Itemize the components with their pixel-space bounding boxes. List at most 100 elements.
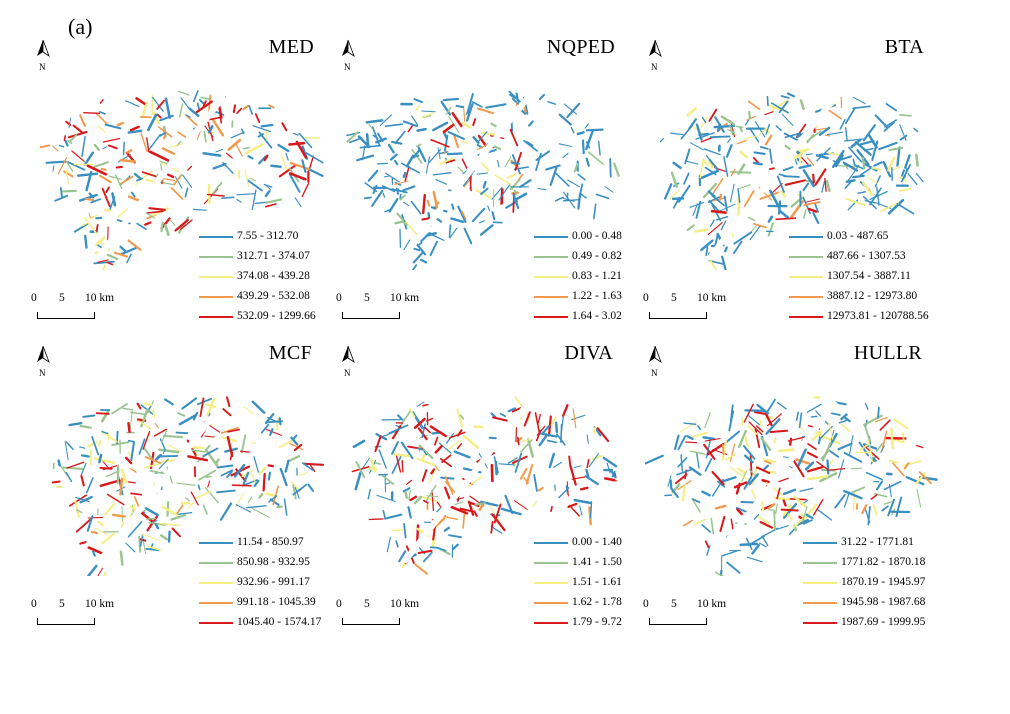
street-segment <box>862 181 873 196</box>
street-segment <box>805 153 813 156</box>
river <box>708 400 839 564</box>
street-segment <box>534 412 541 433</box>
street-segment <box>388 424 409 435</box>
street-segment <box>402 171 407 179</box>
street-segment <box>778 100 789 114</box>
street-segment <box>573 498 592 505</box>
street-segment <box>138 438 146 455</box>
street-segment <box>87 516 104 519</box>
street-segment <box>372 185 378 194</box>
street-segment <box>672 161 682 170</box>
street-segment <box>402 185 416 192</box>
street-segment <box>880 202 899 212</box>
street-segment <box>118 175 134 186</box>
street-segment <box>550 505 553 512</box>
street-segment <box>456 429 463 437</box>
street-segment <box>695 451 700 469</box>
street-segment <box>253 479 260 488</box>
street-segment <box>181 397 198 410</box>
street-segment <box>144 462 163 469</box>
street-segment <box>260 123 274 128</box>
legend-swatch <box>534 542 568 544</box>
street-segment <box>719 569 723 576</box>
street-segment <box>156 113 162 119</box>
street-segment <box>379 114 393 126</box>
street-segment <box>852 174 865 179</box>
street-segment <box>432 190 439 210</box>
street-segment <box>88 192 95 199</box>
street-segment <box>760 437 772 451</box>
street-segment <box>844 106 857 125</box>
street-segment <box>147 113 158 132</box>
legend-swatch <box>199 256 233 258</box>
street-segment <box>119 550 124 566</box>
street-segment <box>145 178 155 183</box>
street-segment <box>432 172 452 176</box>
street-segment <box>301 182 310 198</box>
street-segment <box>456 408 464 428</box>
legend-swatch <box>199 602 233 604</box>
street-segment <box>382 475 395 485</box>
street-segment <box>759 521 774 529</box>
scale-bar: 0 5 10 km <box>31 292 153 326</box>
street-segment <box>725 144 733 158</box>
street-segment <box>277 143 290 153</box>
street-segment <box>225 152 233 159</box>
street-segment <box>421 193 427 215</box>
street-segment <box>142 533 162 542</box>
street-segment <box>570 414 586 421</box>
street-segment <box>149 150 170 162</box>
street-segment <box>66 161 86 171</box>
street-segment <box>888 146 904 152</box>
street-segment <box>703 443 716 460</box>
street-segment <box>490 122 497 128</box>
street-segment <box>105 470 120 478</box>
street-segment <box>558 487 570 499</box>
street-segment <box>64 139 69 147</box>
street-segment <box>399 193 402 200</box>
scale-tick: 5 <box>671 292 677 304</box>
street-segment <box>513 166 530 171</box>
street-segment <box>686 107 697 117</box>
street-segment <box>216 489 236 494</box>
street-segment <box>760 499 765 512</box>
street-segment <box>793 148 809 160</box>
street-segment <box>424 426 431 434</box>
scale-tick: 0 <box>643 598 649 610</box>
street-segment <box>226 435 234 458</box>
street-segment <box>667 475 672 487</box>
street-segment <box>824 134 831 137</box>
street-segment <box>764 134 773 146</box>
street-segment <box>494 174 512 186</box>
street-segment <box>584 475 599 486</box>
street-segment <box>239 450 250 453</box>
street-segment <box>82 414 96 418</box>
street-segment <box>119 477 124 496</box>
street-segment <box>798 164 812 170</box>
street-segment <box>244 143 264 155</box>
street-segment <box>704 437 721 442</box>
street-segment <box>448 534 462 539</box>
street-segment <box>178 90 190 96</box>
street-segment <box>79 541 87 545</box>
street-segment <box>485 103 507 109</box>
map-panel-diva: N DIVA 0.00 - 1.40 1.41 - 1.50 1.51 - 1.… <box>336 336 643 636</box>
street-segment <box>739 150 749 159</box>
street-segment <box>567 179 580 188</box>
street-segment <box>59 187 63 198</box>
street-segment <box>288 172 307 181</box>
street-segment <box>288 454 301 462</box>
street-segment <box>276 505 283 509</box>
street-segment <box>899 114 912 117</box>
street-segment <box>416 457 436 467</box>
street-segment <box>417 241 423 247</box>
street-segment <box>158 458 169 470</box>
street-segment <box>104 123 122 130</box>
street-segment <box>701 524 712 533</box>
street-segment <box>99 111 107 115</box>
street-segment <box>432 121 449 132</box>
street-segment <box>747 415 761 426</box>
street-segment <box>719 203 736 212</box>
street-segment <box>83 151 95 166</box>
street-segment <box>535 430 542 442</box>
